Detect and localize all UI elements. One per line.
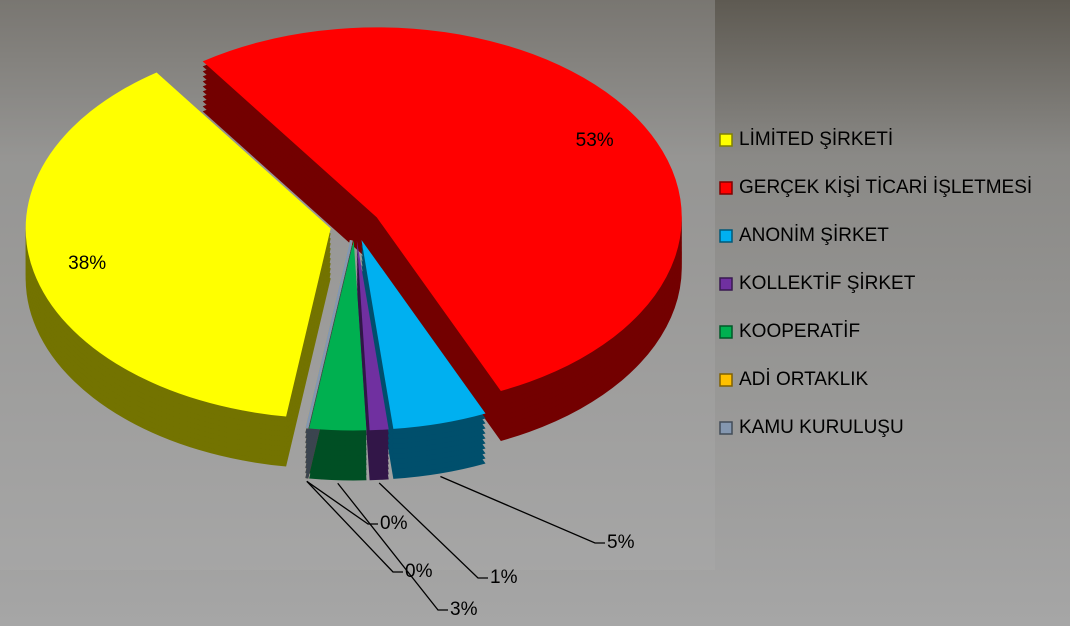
legend-label: KOOPERATİF — [739, 321, 860, 342]
slice — [309, 240, 367, 431]
legend-label: KAMU KURULUŞU — [739, 417, 904, 438]
legend-marker — [719, 229, 733, 243]
slice — [202, 27, 682, 391]
legend-marker — [719, 325, 733, 339]
data-label: 1% — [490, 567, 518, 588]
slice — [305, 239, 353, 429]
legend-label: ANONİM ŞİRKET — [739, 225, 889, 246]
data-label: 3% — [450, 599, 478, 620]
data-label: 38% — [68, 253, 106, 274]
legend-marker — [719, 133, 733, 147]
legend-label: KOLLEKTİF ŞİRKET — [739, 273, 916, 294]
data-label: 0% — [405, 561, 433, 582]
leader-line — [337, 482, 448, 611]
slice — [361, 239, 486, 429]
legend-label: ADİ ORTAKLIK — [739, 369, 868, 390]
legend-label: GERÇEK KİŞİ TİCARİ İŞLETMESİ — [739, 177, 1032, 198]
legend-marker — [719, 373, 733, 387]
slice — [25, 72, 331, 417]
leader-line — [306, 480, 378, 525]
legend-marker — [719, 421, 733, 435]
legend-marker — [719, 181, 733, 195]
legend-label: LİMİTED ŞİRKETİ — [739, 129, 893, 150]
data-label: 0% — [380, 513, 408, 534]
leader-line — [440, 475, 605, 544]
leader-line — [378, 482, 488, 579]
data-label: 5% — [607, 532, 635, 553]
data-label: 53% — [576, 130, 614, 151]
leader-line — [306, 480, 403, 573]
slice — [356, 240, 389, 431]
legend-marker — [719, 277, 733, 291]
